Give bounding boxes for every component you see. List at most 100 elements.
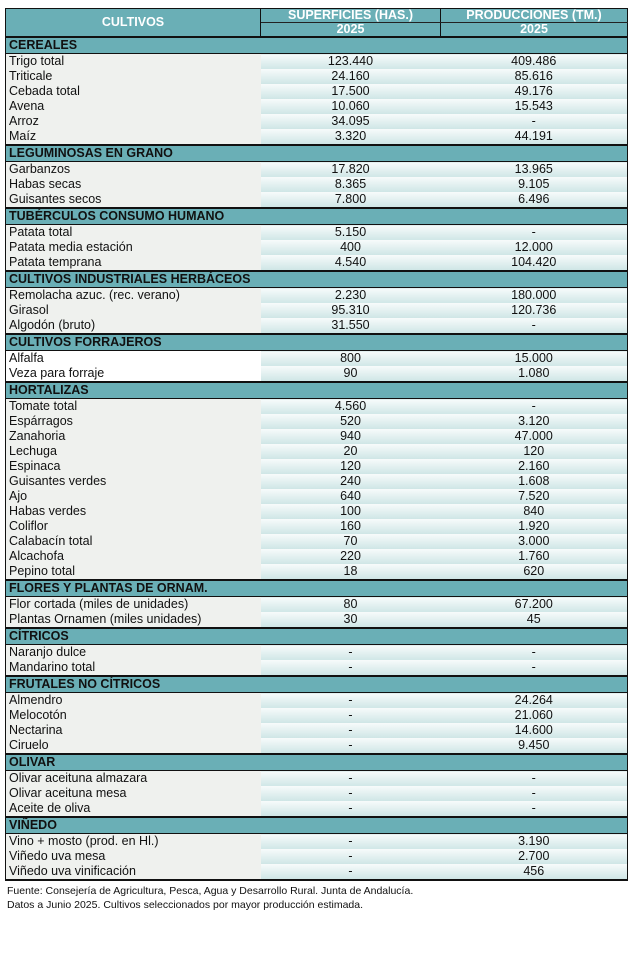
surface-value: 34.095 xyxy=(260,114,441,129)
crop-name: Maíz xyxy=(5,129,261,145)
production-value: - xyxy=(440,660,628,676)
production-value: - xyxy=(440,801,628,817)
crop-name: Patata total xyxy=(5,224,261,240)
table-row: Lechuga 20 120 xyxy=(5,444,628,459)
crop-name: Veza para forraje xyxy=(5,366,261,382)
production-value: 14.600 xyxy=(440,723,628,738)
surface-value: 160 xyxy=(260,519,441,534)
production-value: 12.000 xyxy=(440,240,628,255)
crop-name: Triticale xyxy=(5,69,261,84)
production-value: 13.965 xyxy=(440,161,628,177)
crop-name: Espinaca xyxy=(5,459,261,474)
production-value: 45 xyxy=(440,612,628,628)
crop-name: Garbanzos xyxy=(5,161,261,177)
surface-value: - xyxy=(260,692,441,708)
header-year-producciones: 2025 xyxy=(440,22,628,38)
table-row: Viñedo uva vinificación -456 xyxy=(5,864,628,881)
crop-name: Arroz xyxy=(5,114,261,129)
production-value: 67.200 xyxy=(440,596,628,612)
surface-value: 70 xyxy=(260,534,441,549)
table-row: Habas secas 8.365 9.105 xyxy=(5,177,628,192)
surface-value: - xyxy=(260,786,441,801)
crop-name: Patata media estación xyxy=(5,240,261,255)
production-value: 15.543 xyxy=(440,99,628,114)
header-producciones: PRODUCCIONES (TM.) xyxy=(440,8,628,23)
crop-name: Viñedo uva vinificación xyxy=(5,864,261,881)
table-row: Arroz 34.095- xyxy=(5,114,628,129)
crop-name: Mandarino total xyxy=(5,660,261,676)
surface-value: 20 xyxy=(260,444,441,459)
table-row: Cebada total 17.500 49.176 xyxy=(5,84,628,99)
production-value: 47.000 xyxy=(440,429,628,444)
table-row: Patata total 5.150- xyxy=(5,224,628,240)
surface-value: 90 xyxy=(260,366,441,382)
production-value: 620 xyxy=(440,564,628,580)
production-value: 2.700 xyxy=(440,849,628,864)
surface-value: 24.160 xyxy=(260,69,441,84)
surface-value: 240 xyxy=(260,474,441,489)
surface-value: 520 xyxy=(260,414,441,429)
header-year-superficies: 2025 xyxy=(260,22,441,38)
table-row: Trigo total 123.440 409.486 xyxy=(5,53,628,69)
surface-value: 17.820 xyxy=(260,161,441,177)
section-title: LEGUMINOSAS EN GRANO xyxy=(5,144,628,162)
production-value: - xyxy=(440,398,628,414)
table-row: Ajo 640 7.520 xyxy=(5,489,628,504)
crop-name: Viñedo uva mesa xyxy=(5,849,261,864)
surface-value: - xyxy=(260,849,441,864)
production-value: 1.760 xyxy=(440,549,628,564)
surface-value: - xyxy=(260,833,441,849)
surface-value: 940 xyxy=(260,429,441,444)
surface-value: - xyxy=(260,660,441,676)
production-value: 2.160 xyxy=(440,459,628,474)
section-title: CÍTRICOS xyxy=(5,627,628,645)
surface-value: 800 xyxy=(260,350,441,366)
surface-value: 123.440 xyxy=(260,53,441,69)
table-row: Olivar aceituna mesa - - xyxy=(5,786,628,801)
table-row: Patata media estación 400 12.000 xyxy=(5,240,628,255)
table-row: Mandarino total - - xyxy=(5,660,628,676)
crop-name: Remolacha azuc. (rec. verano) xyxy=(5,287,261,303)
crop-name: Plantas Ornamen (miles unidades) xyxy=(5,612,261,628)
table-row: Coliflor 160 1.920 xyxy=(5,519,628,534)
table-row: Triticale 24.160 85.616 xyxy=(5,69,628,84)
table-row: Pepino total 18 620 xyxy=(5,564,628,580)
table-row: Avena 10.060 15.543 xyxy=(5,99,628,114)
table-row: Ciruelo -9.450 xyxy=(5,738,628,754)
crop-name: Ciruelo xyxy=(5,738,261,754)
crop-name: Zanahoria xyxy=(5,429,261,444)
production-value: 104.420 xyxy=(440,255,628,271)
surface-value: 80 xyxy=(260,596,441,612)
production-value: 1.608 xyxy=(440,474,628,489)
table-row: Maíz 3.320 44.191 xyxy=(5,129,628,145)
production-value: 409.486 xyxy=(440,53,628,69)
table-row: Viñedo uva mesa -2.700 xyxy=(5,849,628,864)
production-value: - xyxy=(440,644,628,660)
crop-name: Alfalfa xyxy=(5,350,261,366)
surface-value: - xyxy=(260,864,441,881)
table-row: Naranjo dulce - - xyxy=(5,644,628,660)
table-row: Aceite de oliva - - xyxy=(5,801,628,817)
table-row: Espinaca 120 2.160 xyxy=(5,459,628,474)
production-value: 85.616 xyxy=(440,69,628,84)
table-row: Garbanzos 17.820 13.965 xyxy=(5,161,628,177)
production-value: 7.520 xyxy=(440,489,628,504)
surface-value: 30 xyxy=(260,612,441,628)
production-value: 456 xyxy=(440,864,628,881)
crop-name: Tomate total xyxy=(5,398,261,414)
production-value: 1.920 xyxy=(440,519,628,534)
crop-name: Guisantes secos xyxy=(5,192,261,208)
section-title: CULTIVOS INDUSTRIALES HERBÁCEOS xyxy=(5,270,628,288)
production-value: 840 xyxy=(440,504,628,519)
table-row: Alfalfa 800 15.000 xyxy=(5,350,628,366)
table-row: Zanahoria 940 47.000 xyxy=(5,429,628,444)
production-value: 3.190 xyxy=(440,833,628,849)
surface-value: - xyxy=(260,801,441,817)
crop-name: Espárragos xyxy=(5,414,261,429)
production-value: - xyxy=(440,224,628,240)
section-header: VIÑEDO xyxy=(5,816,628,834)
surface-value: - xyxy=(260,738,441,754)
production-value: - xyxy=(440,114,628,129)
section-header: CÍTRICOS xyxy=(5,627,628,645)
production-value: 15.000 xyxy=(440,350,628,366)
